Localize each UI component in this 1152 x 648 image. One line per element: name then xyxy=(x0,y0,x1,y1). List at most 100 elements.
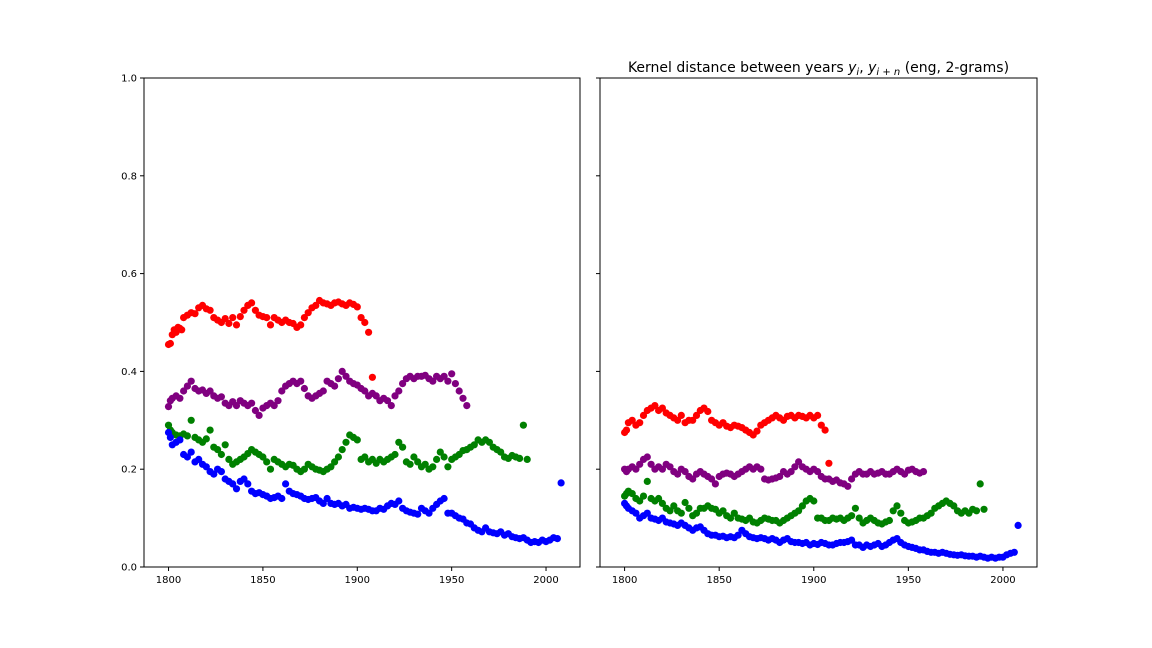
data-point xyxy=(708,475,716,483)
data-point xyxy=(278,494,286,503)
data-point xyxy=(361,387,369,395)
data-point xyxy=(651,402,659,410)
data-point xyxy=(632,465,640,473)
data-point xyxy=(210,470,218,478)
data-point xyxy=(214,446,222,454)
data-point xyxy=(643,477,651,485)
data-point xyxy=(798,502,807,510)
x-tick-label: 1950 xyxy=(439,575,464,586)
right-panel-points xyxy=(621,402,1022,562)
x-tick-label: 2000 xyxy=(990,575,1015,586)
right-x-ticks: 1800 1850 1900 1950 2000 xyxy=(612,567,1016,586)
data-point xyxy=(395,497,403,505)
data-point xyxy=(711,480,720,488)
data-point xyxy=(395,387,403,395)
data-point xyxy=(410,453,418,461)
data-point xyxy=(689,475,697,483)
x-tick-label: 1800 xyxy=(612,575,637,586)
data-point xyxy=(516,454,524,462)
data-point xyxy=(647,460,655,468)
data-point xyxy=(225,455,233,463)
data-point xyxy=(183,453,191,461)
data-point xyxy=(342,372,350,380)
data-point xyxy=(195,455,203,463)
data-point xyxy=(459,394,467,402)
data-point xyxy=(414,458,422,466)
data-point xyxy=(232,402,241,410)
data-point xyxy=(440,372,448,380)
data-point xyxy=(297,321,305,329)
data-point xyxy=(440,494,448,503)
data-point xyxy=(636,460,644,468)
x-tick-label: 1900 xyxy=(801,575,826,586)
data-point xyxy=(643,509,651,517)
data-point xyxy=(368,373,376,381)
data-point xyxy=(704,407,712,416)
data-point xyxy=(814,411,822,419)
data-point xyxy=(266,465,275,473)
data-point xyxy=(817,421,825,429)
left-series-purple xyxy=(164,367,471,419)
data-point xyxy=(730,509,738,517)
data-point xyxy=(776,472,784,481)
data-point xyxy=(1014,521,1022,530)
left-axes-frame xyxy=(143,77,581,568)
data-point xyxy=(719,507,727,515)
data-point xyxy=(885,516,894,525)
data-point xyxy=(628,416,636,424)
data-point xyxy=(692,411,701,419)
data-point xyxy=(795,458,803,466)
data-point xyxy=(180,387,188,395)
right-panel: 1800 1850 1900 1950 2000 Kernel distance bet… xyxy=(596,60,1038,586)
x-tick-label: 2000 xyxy=(533,575,558,586)
data-point xyxy=(980,505,988,513)
left-series-green xyxy=(164,416,531,476)
data-point xyxy=(312,301,320,309)
data-point xyxy=(636,497,644,505)
data-point xyxy=(757,465,765,473)
data-point xyxy=(240,475,248,483)
data-point xyxy=(444,463,452,471)
data-point xyxy=(353,303,361,311)
left-series-blue xyxy=(164,428,565,547)
y-tick-label: 0.4 xyxy=(121,367,137,378)
data-point xyxy=(206,306,214,314)
data-point xyxy=(470,441,478,449)
data-point xyxy=(391,450,399,459)
data-point xyxy=(255,411,263,419)
data-point xyxy=(643,453,651,461)
data-point xyxy=(259,453,267,461)
data-point xyxy=(681,468,689,476)
x-tick-label: 1900 xyxy=(345,575,370,586)
data-point xyxy=(263,458,271,466)
data-point xyxy=(248,299,256,307)
y-tick-label: 0.6 xyxy=(121,269,137,280)
data-point xyxy=(225,319,233,328)
data-point xyxy=(229,314,237,322)
data-point xyxy=(191,310,199,318)
data-point xyxy=(734,531,742,539)
data-point xyxy=(361,318,369,327)
data-point xyxy=(893,502,901,510)
data-point xyxy=(282,480,290,488)
data-point xyxy=(440,453,448,461)
data-point xyxy=(229,480,237,488)
data-point xyxy=(689,416,697,424)
data-point xyxy=(795,507,803,515)
data-point xyxy=(383,397,392,405)
data-point xyxy=(202,435,210,443)
data-point xyxy=(338,446,346,454)
data-point xyxy=(206,426,214,434)
data-point xyxy=(166,339,174,348)
data-point xyxy=(425,509,433,517)
data-point xyxy=(448,370,456,378)
data-point xyxy=(677,411,685,419)
data-point xyxy=(897,509,905,517)
x-tick-label: 1950 xyxy=(896,575,921,586)
left-panel-points xyxy=(164,296,565,547)
data-point xyxy=(357,314,365,322)
data-point xyxy=(523,455,531,463)
data-point xyxy=(919,468,928,476)
data-point xyxy=(334,375,342,383)
